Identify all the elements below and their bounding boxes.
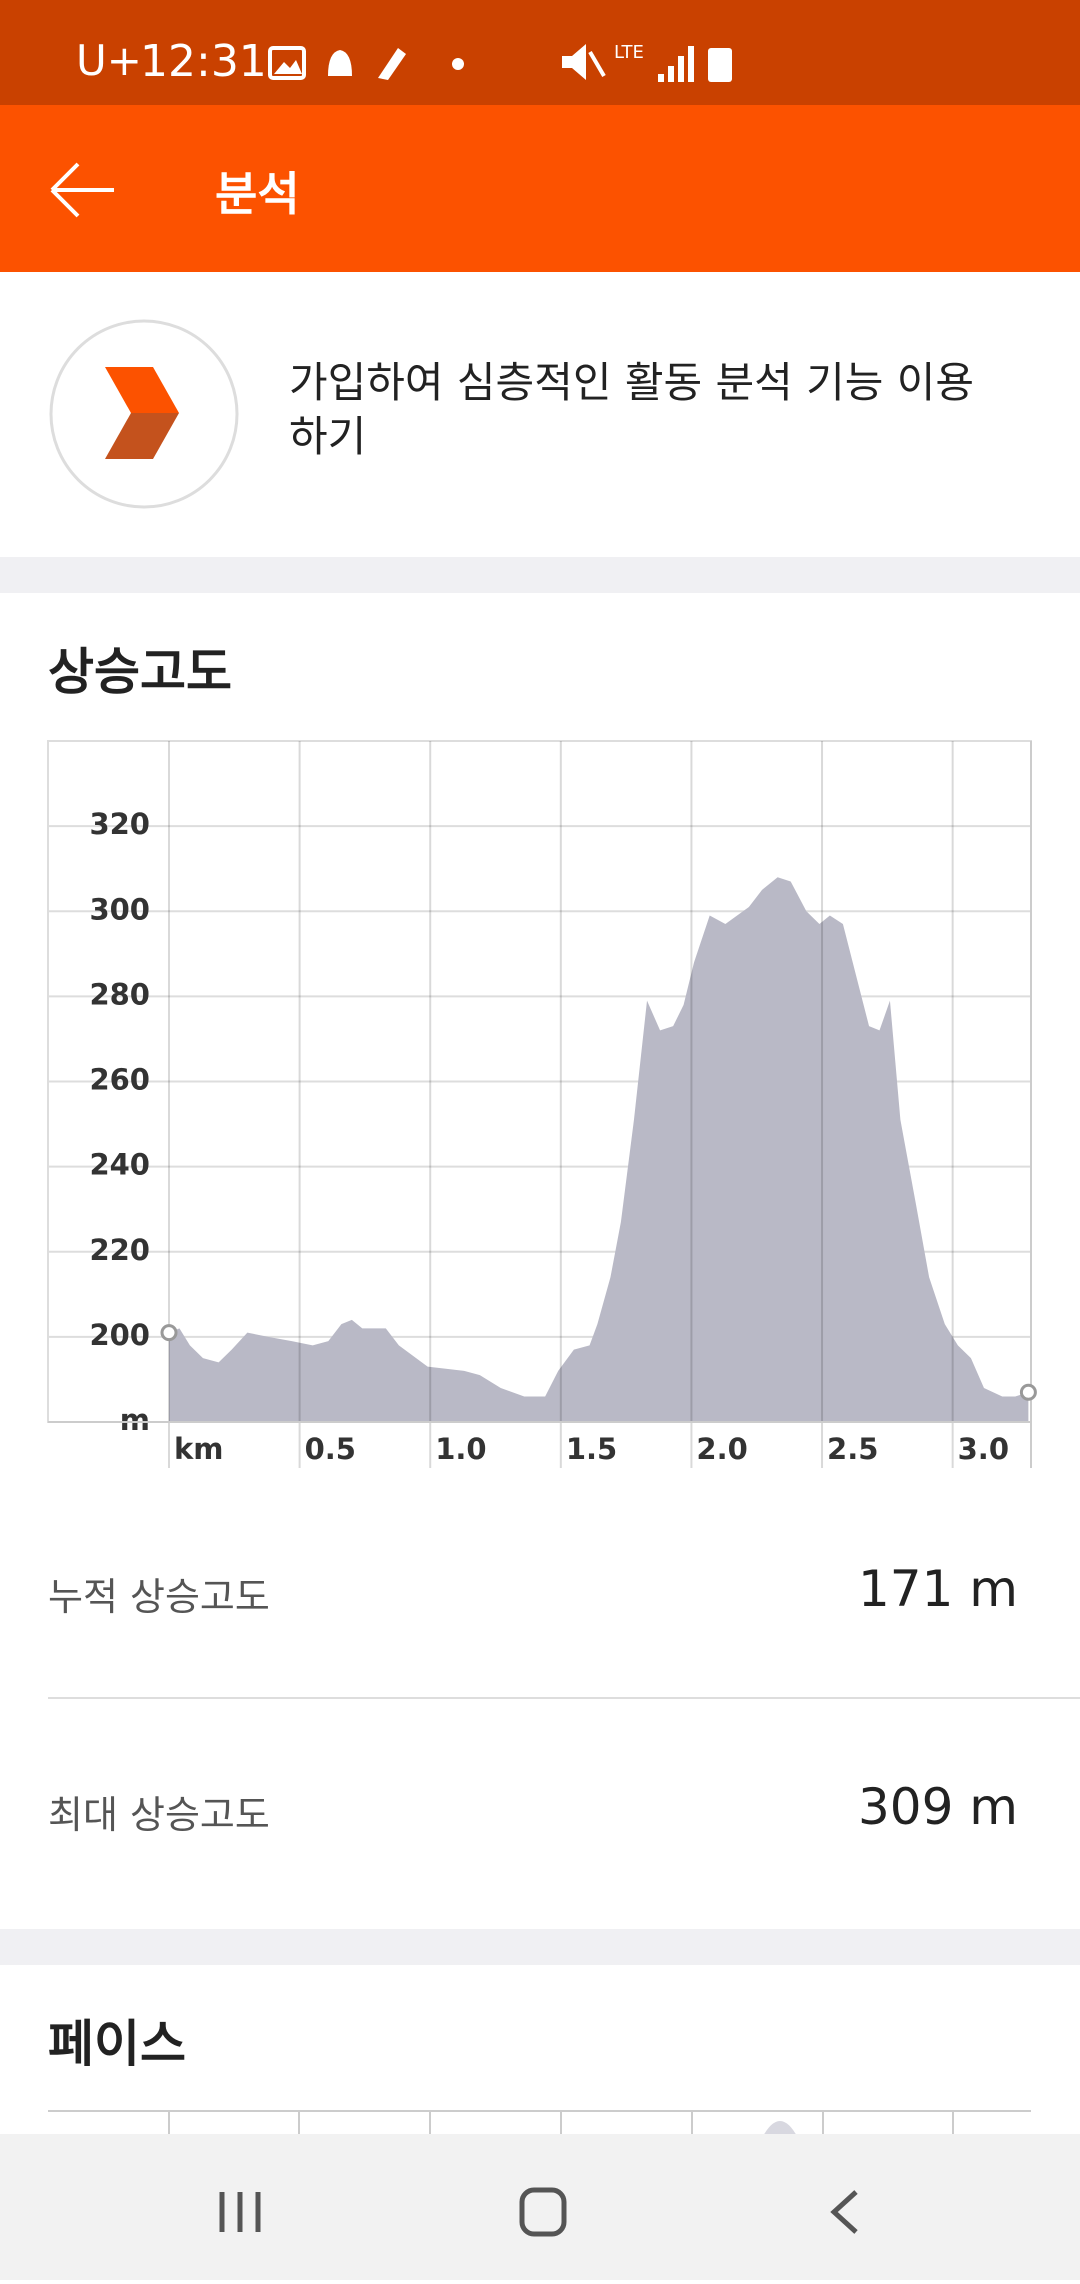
promo-text: 가입하여 심층적인 활동 분석 기능 이용하기: [289, 358, 974, 461]
system-icons: LTE: [562, 42, 732, 82]
x-tick-label: 0.5: [305, 1432, 356, 1466]
navigation-bar: [0, 2134, 1080, 2280]
x-tick-label: km: [174, 1432, 224, 1466]
app-bar: 분석: [0, 105, 1080, 272]
back-nav-button[interactable]: [830, 2190, 858, 2234]
y-tick-label: 240: [89, 1148, 150, 1182]
back-button[interactable]: [48, 160, 118, 220]
y-tick-label: m: [120, 1403, 150, 1437]
recent-apps-button[interactable]: [219, 2192, 261, 2232]
section-divider: [0, 557, 1080, 593]
logo: [49, 319, 239, 509]
y-tick-label: 300: [89, 892, 150, 926]
stat-value: 309 m: [857, 1778, 1018, 1836]
y-tick-label: 320: [89, 807, 150, 841]
stat-value: 171 m: [857, 1560, 1018, 1618]
section-title: 페이스: [48, 2015, 186, 2073]
network-type: LTE: [614, 42, 644, 63]
y-tick-label: 280: [89, 977, 150, 1011]
y-tick-label: 220: [89, 1233, 150, 1267]
x-tick-label: 1.0: [435, 1432, 486, 1466]
y-tick-label: 200: [89, 1318, 150, 1352]
endpoint-marker: [1019, 1383, 1037, 1401]
clock: 12:31: [140, 36, 267, 87]
section-title: 상승고도: [48, 643, 232, 701]
section-divider: [0, 1929, 1080, 1965]
y-tick-label: 260: [89, 1063, 150, 1097]
carrier: U+: [76, 36, 142, 85]
elevation-chart: m 200 220 240 260 280 300 320 km 0.5 1.0 1.5 2.0 2.5 3…: [47, 740, 1037, 1468]
app-title: 분석: [215, 167, 300, 221]
stat-label: 최대 상승고도: [48, 1793, 270, 1837]
promo-banner[interactable]: 가입하여 심층적인 활동 분석 기능 이용하기: [0, 272, 1080, 557]
pace-chart-top: [48, 2110, 1031, 2138]
elevation-area: [169, 877, 1029, 1422]
x-tick-label: 3.0: [958, 1432, 1009, 1466]
home-button[interactable]: [519, 2187, 567, 2237]
stat-label: 누적 상승고도: [48, 1575, 270, 1619]
x-tick-label: 2.0: [696, 1432, 747, 1466]
row-divider: [48, 1697, 1080, 1699]
nav-icons: [219, 2187, 858, 2237]
endpoint-marker: [160, 1324, 178, 1342]
x-tick-label: 2.5: [827, 1432, 878, 1466]
status-icons: [268, 46, 464, 80]
status-bar: U+ 12:31 LTE: [0, 0, 1080, 105]
x-tick-label: 1.5: [566, 1432, 617, 1466]
